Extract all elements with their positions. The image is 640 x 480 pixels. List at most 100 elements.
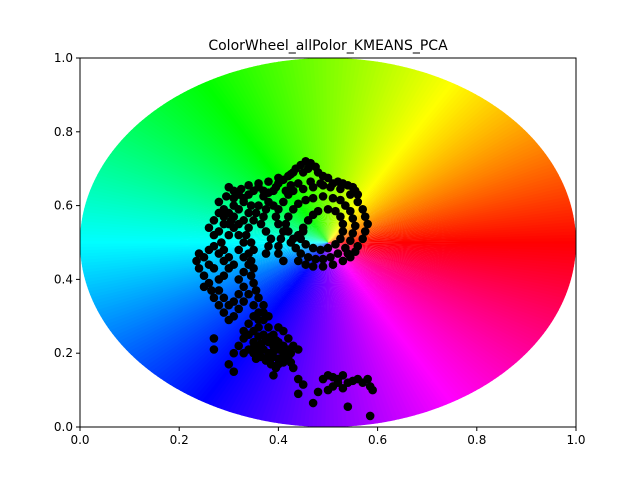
wheel-wedge	[328, 242, 558, 317]
data-point	[279, 358, 288, 367]
wheel-wedge	[176, 93, 328, 243]
wheel-wedge	[265, 242, 328, 422]
wheel-wedge	[328, 242, 455, 404]
wheel-wedge	[328, 242, 545, 337]
data-point	[274, 241, 283, 251]
wheel-wedge	[328, 127, 526, 243]
wheel-wedge	[328, 242, 531, 353]
wheel-wedge	[328, 132, 531, 243]
data-point	[338, 383, 348, 393]
x-tick-label: 0.8	[467, 433, 486, 447]
data-point	[293, 389, 303, 399]
data-point	[301, 260, 310, 269]
wheel-wedge	[153, 108, 328, 243]
wheel-wedge	[80, 234, 328, 243]
wheel-wedge	[328, 101, 493, 243]
wheel-wedge	[328, 159, 553, 243]
data-point	[291, 243, 301, 253]
data-point	[239, 282, 248, 292]
data-point	[214, 286, 224, 295]
data-point	[254, 201, 263, 210]
data-point	[363, 219, 372, 229]
wheel-wedge	[328, 242, 451, 405]
wheel-wedge	[328, 242, 549, 331]
wheel-wedge	[328, 242, 575, 267]
data-point	[293, 345, 303, 354]
wheel-wedge	[81, 221, 328, 243]
wheel-wedge	[80, 224, 328, 243]
wheel-wedge	[328, 124, 523, 243]
data-point	[239, 348, 248, 358]
plot-area	[80, 58, 576, 427]
x-tick-label: 0.0	[70, 433, 89, 447]
data-point	[318, 192, 328, 201]
wheel-wedge	[308, 242, 328, 427]
wheel-wedge	[328, 92, 476, 243]
y-tick-label: 0.6	[54, 199, 73, 213]
wheel-wedge	[328, 242, 572, 280]
data-point	[360, 212, 370, 221]
data-point	[239, 238, 248, 247]
data-point	[229, 260, 239, 269]
data-point	[234, 204, 244, 214]
wheel-wedge	[328, 242, 483, 390]
wheel-wedge	[190, 86, 328, 243]
data-point	[209, 293, 219, 303]
data-point	[244, 319, 253, 328]
data-point	[336, 195, 345, 205]
wheel-wedge	[328, 140, 538, 243]
data-point	[293, 374, 303, 384]
wheel-wedge	[328, 242, 538, 345]
wheel-wedge	[328, 242, 559, 314]
data-point	[279, 227, 288, 236]
data-point	[323, 385, 333, 395]
data-point	[204, 223, 214, 233]
wheel-wedge	[92, 180, 329, 243]
data-point	[336, 234, 345, 244]
data-point	[341, 201, 350, 210]
data-point	[346, 236, 355, 245]
wheel-wedge	[328, 242, 576, 261]
wheel-wedge	[328, 242, 520, 363]
wheel-wedge	[328, 115, 512, 243]
data-point	[288, 204, 298, 214]
wheel-wedge	[328, 69, 420, 243]
data-point	[219, 245, 229, 255]
data-point	[244, 208, 253, 218]
wheel-wedge	[328, 242, 432, 412]
wheel-wedge	[183, 90, 328, 243]
wheel-wedge	[328, 90, 473, 243]
data-point	[301, 240, 310, 249]
data-point	[316, 245, 325, 255]
data-point	[353, 197, 363, 207]
data-point	[234, 275, 244, 284]
data-point	[219, 219, 229, 229]
wheel-wedge	[282, 242, 328, 425]
data-point	[343, 249, 353, 258]
wheel-wedge	[328, 242, 440, 410]
data-point	[274, 249, 283, 258]
wheel-wedge	[299, 242, 328, 427]
data-point	[286, 169, 296, 179]
wheel-wedge	[328, 95, 483, 243]
data-point	[264, 241, 273, 251]
data-point	[234, 230, 244, 240]
wheel-wedge	[328, 88, 469, 243]
data-point	[338, 371, 348, 380]
wheel-wedge	[295, 242, 328, 426]
wheel-wedge	[328, 242, 568, 296]
data-point	[259, 212, 268, 221]
wheel-wedge	[328, 120, 517, 243]
data-point	[274, 219, 283, 229]
data-point	[326, 252, 335, 262]
wheel-wedge	[328, 71, 428, 243]
wheel-wedge	[128, 242, 328, 356]
data-point	[318, 254, 328, 264]
wheel-wedge	[100, 242, 328, 320]
data-point	[365, 411, 375, 421]
wheel-wedge	[97, 171, 328, 243]
data-point	[209, 241, 219, 251]
data-point	[363, 374, 372, 384]
wheel-wedge	[328, 68, 416, 243]
